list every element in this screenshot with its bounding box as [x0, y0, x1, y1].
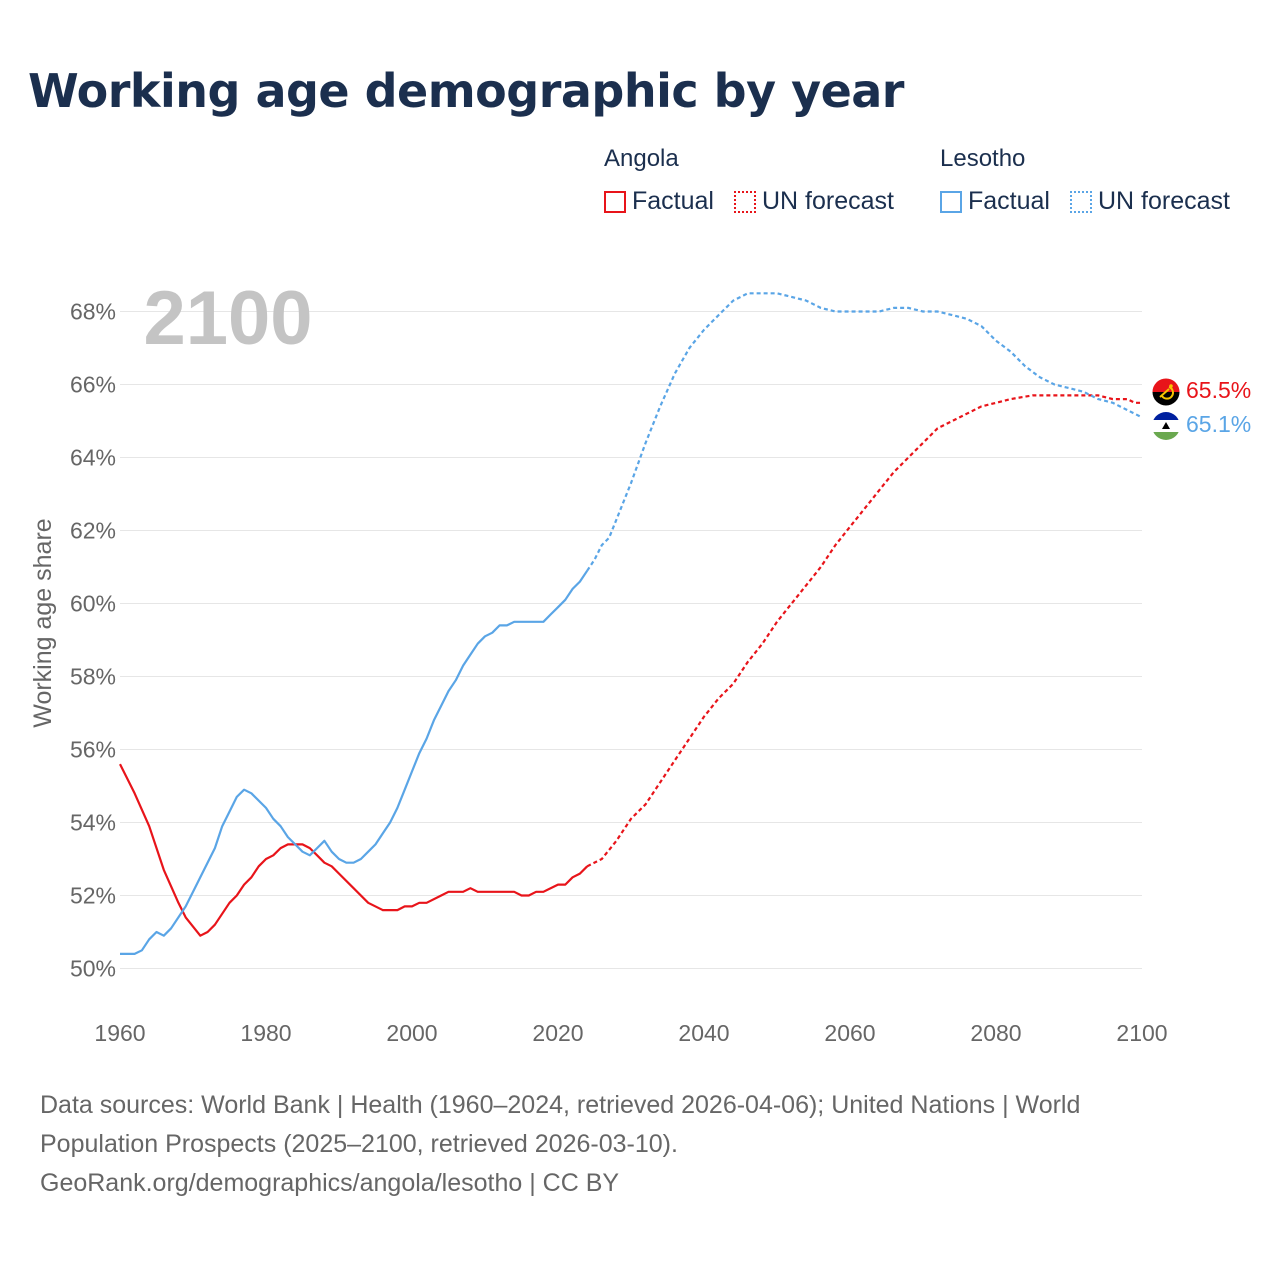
legend-lesotho-factual[interactable]: Factual: [940, 187, 1050, 216]
series-lines: [119, 292, 1143, 955]
legend-angola-forecast[interactable]: UN forecast: [733, 187, 894, 216]
source-note: Data sources: World Bank | Health (1960–…: [40, 1086, 1220, 1203]
series-lesotho-forecast[interactable]: [586, 292, 1143, 572]
y-tick-label: 52%: [70, 883, 116, 909]
x-tick-label: 1980: [240, 1020, 291, 1046]
lesotho-flag-icon: [1152, 412, 1180, 440]
y-tick-label: 68%: [70, 299, 116, 325]
source-line-2: Population Prospects (2025–2100, retriev…: [40, 1130, 678, 1158]
x-tick-label: 1960: [94, 1020, 145, 1046]
legend-lesotho-forecast-label: UN forecast: [1097, 187, 1230, 215]
y-tick-label: 62%: [70, 518, 116, 544]
y-axis-ticks: 50% 52% 54% 56% 58% 60% 62% 64% 66% 68%: [70, 299, 116, 982]
x-tick-label: 2020: [532, 1020, 583, 1046]
y-tick-label: 56%: [70, 737, 116, 763]
legend-lesotho-factual-label: Factual: [968, 187, 1050, 215]
legend-lesotho-forecast-swatch: [1069, 190, 1092, 213]
gridlines: [120, 311, 1142, 969]
legend-angola: Angola Factual UN forecast: [604, 145, 906, 216]
series-angola-factual[interactable]: [119, 763, 588, 937]
source-line-1: Data sources: World Bank | Health (1960–…: [40, 1091, 1081, 1119]
legend-lesotho: Lesotho Factual UN forecast: [940, 145, 1242, 216]
series-lesotho-factual[interactable]: [120, 570, 589, 955]
angola-flag-icon: [1151, 377, 1181, 407]
x-tick-label: 2060: [824, 1020, 875, 1046]
y-axis-label: Working age share: [29, 518, 57, 727]
legend-angola-forecast-label: UN forecast: [761, 187, 894, 215]
source-line-3[interactable]: GeoRank.org/demographics/angola/lesotho …: [40, 1169, 620, 1197]
legend-lesotho-forecast[interactable]: UN forecast: [1069, 187, 1230, 216]
x-axis-ticks: 1960 1980 2000 2020 2040 2060 2080 2100: [94, 1020, 1167, 1046]
y-tick-label: 64%: [70, 445, 116, 471]
x-tick-label: 2000: [386, 1020, 437, 1046]
y-tick-label: 60%: [70, 591, 116, 617]
x-tick-label: 2100: [1116, 1020, 1167, 1046]
legend-angola-factual[interactable]: Factual: [604, 187, 714, 216]
x-tick-label: 2080: [970, 1020, 1021, 1046]
year-watermark: 2100: [143, 276, 312, 361]
legend-angola-factual-label: Factual: [632, 187, 714, 215]
y-tick-label: 58%: [70, 664, 116, 690]
legend-angola-forecast-swatch: [733, 190, 756, 213]
chart-title: Working age demographic by year: [28, 64, 905, 118]
legend-lesotho-country: Lesotho: [940, 145, 1026, 172]
line-chart: 2100 50% 52% 54% 56% 58% 60% 62% 64% 66% 68% 1960…: [29, 276, 1251, 1046]
legend-angola-factual-swatch: [604, 190, 626, 213]
y-tick-label: 54%: [70, 810, 116, 836]
end-label-lesotho: 65.1%: [1186, 411, 1251, 437]
x-tick-label: 2040: [678, 1020, 729, 1046]
y-tick-label: 50%: [70, 956, 116, 982]
y-tick-label: 66%: [70, 372, 116, 398]
legend-angola-country: Angola: [604, 145, 679, 172]
series-angola-forecast[interactable]: [586, 394, 1142, 868]
legend-lesotho-factual-swatch: [940, 190, 962, 213]
end-label-angola: 65.5%: [1186, 377, 1251, 403]
